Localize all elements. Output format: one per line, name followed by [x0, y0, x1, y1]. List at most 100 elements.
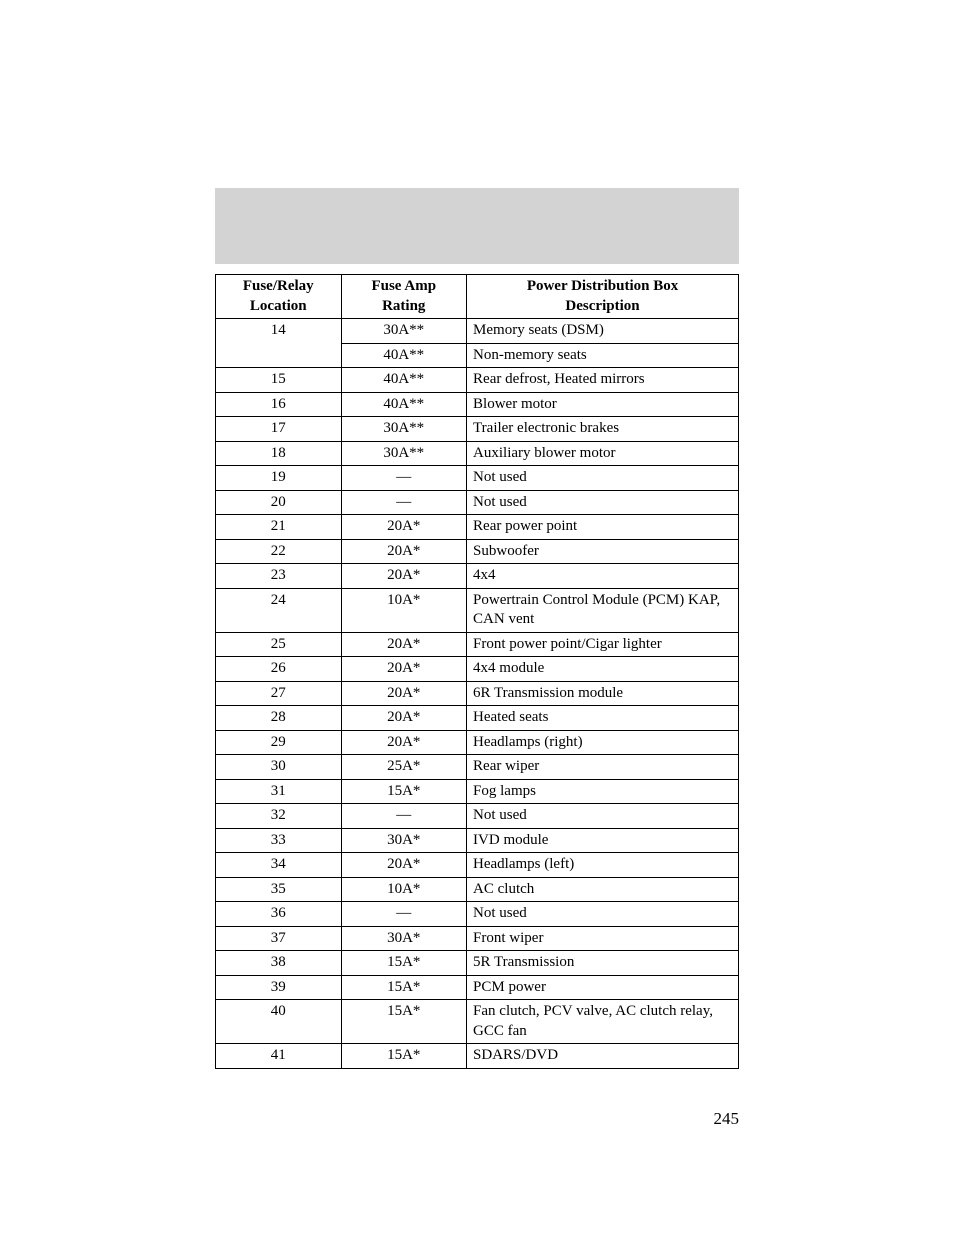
cell-description: Fog lamps	[467, 779, 739, 804]
document-page: Fuse/Relay Location Fuse Amp Rating Powe…	[0, 0, 954, 1129]
header-text: Location	[250, 298, 307, 314]
cell-location: 35	[216, 877, 342, 902]
cell-rating: 20A*	[341, 564, 467, 589]
cell-description: Front wiper	[467, 926, 739, 951]
cell-description: SDARS/DVD	[467, 1044, 739, 1069]
cell-description: Subwoofer	[467, 539, 739, 564]
table-header: Fuse/Relay Location Fuse Amp Rating Powe…	[216, 275, 739, 319]
table-row: 1430A**Memory seats (DSM)	[216, 319, 739, 344]
cell-description: Rear defrost, Heated mirrors	[467, 368, 739, 393]
cell-rating: 30A*	[341, 828, 467, 853]
cell-location: 37	[216, 926, 342, 951]
cell-rating: —	[341, 466, 467, 491]
cell-description: 4x4 module	[467, 657, 739, 682]
cell-location: 32	[216, 804, 342, 829]
cell-description: Memory seats (DSM)	[467, 319, 739, 344]
cell-location: 19	[216, 466, 342, 491]
table-row: 3420A*Headlamps (left)	[216, 853, 739, 878]
cell-description: IVD module	[467, 828, 739, 853]
cell-rating: —	[341, 490, 467, 515]
cell-location: 18	[216, 441, 342, 466]
table-row: 2820A*Heated seats	[216, 706, 739, 731]
cell-description: Not used	[467, 902, 739, 927]
cell-rating: 20A*	[341, 539, 467, 564]
cell-rating: 20A*	[341, 632, 467, 657]
cell-location: 34	[216, 853, 342, 878]
cell-rating: 20A*	[341, 853, 467, 878]
cell-description: Not used	[467, 466, 739, 491]
table-row: 1830A**Auxiliary blower motor	[216, 441, 739, 466]
table-row: 2720A*6R Transmission module	[216, 681, 739, 706]
cell-rating: 40A**	[341, 392, 467, 417]
cell-rating: —	[341, 804, 467, 829]
cell-location: 28	[216, 706, 342, 731]
table-row: 2920A*Headlamps (right)	[216, 730, 739, 755]
cell-description: AC clutch	[467, 877, 739, 902]
table-row: 2120A*Rear power point	[216, 515, 739, 540]
cell-location: 25	[216, 632, 342, 657]
column-header-description: Power Distribution Box Description	[467, 275, 739, 319]
cell-description: Powertrain Control Module (PCM) KAP, CAN…	[467, 588, 739, 632]
page-number: 245	[215, 1109, 739, 1129]
cell-location: 26	[216, 657, 342, 682]
table-row: 3115A*Fog lamps	[216, 779, 739, 804]
cell-location: 29	[216, 730, 342, 755]
cell-location: 17	[216, 417, 342, 442]
table-row: 2220A*Subwoofer	[216, 539, 739, 564]
cell-rating: 30A*	[341, 926, 467, 951]
cell-location: 24	[216, 588, 342, 632]
table-row: 3510A*AC clutch	[216, 877, 739, 902]
cell-rating: 40A**	[341, 368, 467, 393]
cell-rating: 30A**	[341, 417, 467, 442]
cell-location: 16	[216, 392, 342, 417]
cell-description: 4x4	[467, 564, 739, 589]
table-row: 3815A*5R Transmission	[216, 951, 739, 976]
cell-description: Trailer electronic brakes	[467, 417, 739, 442]
cell-rating: 20A*	[341, 681, 467, 706]
table-row: 1540A**Rear defrost, Heated mirrors	[216, 368, 739, 393]
cell-rating: 25A*	[341, 755, 467, 780]
cell-rating: 20A*	[341, 730, 467, 755]
cell-description: Fan clutch, PCV valve, AC clutch relay, …	[467, 1000, 739, 1044]
header-text: Fuse Amp	[371, 278, 436, 294]
cell-location: 39	[216, 975, 342, 1000]
cell-rating: 30A**	[341, 319, 467, 344]
cell-rating: 10A*	[341, 588, 467, 632]
table-row: 2410A*Powertrain Control Module (PCM) KA…	[216, 588, 739, 632]
cell-description: 5R Transmission	[467, 951, 739, 976]
table-row: 4015A*Fan clutch, PCV valve, AC clutch r…	[216, 1000, 739, 1044]
header-text: Rating	[382, 298, 425, 314]
cell-location: 14	[216, 319, 342, 368]
table-row: 32—Not used	[216, 804, 739, 829]
column-header-location: Fuse/Relay Location	[216, 275, 342, 319]
table-body: 1430A**Memory seats (DSM)40A**Non-memory…	[216, 319, 739, 1069]
cell-rating: 15A*	[341, 1000, 467, 1044]
cell-location: 33	[216, 828, 342, 853]
fuse-relay-table: Fuse/Relay Location Fuse Amp Rating Powe…	[215, 274, 739, 1069]
column-header-rating: Fuse Amp Rating	[341, 275, 467, 319]
header-text: Power Distribution Box	[527, 278, 678, 294]
header-bar	[215, 188, 739, 264]
cell-location: 31	[216, 779, 342, 804]
cell-location: 38	[216, 951, 342, 976]
cell-rating: 20A*	[341, 515, 467, 540]
cell-description: Auxiliary blower motor	[467, 441, 739, 466]
header-text: Fuse/Relay	[243, 278, 314, 294]
cell-rating: 30A**	[341, 441, 467, 466]
table-row: 1640A**Blower motor	[216, 392, 739, 417]
header-text: Description	[565, 298, 639, 314]
cell-location: 27	[216, 681, 342, 706]
cell-description: Rear power point	[467, 515, 739, 540]
cell-description: Headlamps (right)	[467, 730, 739, 755]
cell-location: 40	[216, 1000, 342, 1044]
cell-description: Not used	[467, 804, 739, 829]
cell-rating: 20A*	[341, 706, 467, 731]
table-row: 3730A*Front wiper	[216, 926, 739, 951]
cell-rating: 10A*	[341, 877, 467, 902]
cell-location: 20	[216, 490, 342, 515]
table-row: 2620A*4x4 module	[216, 657, 739, 682]
cell-location: 41	[216, 1044, 342, 1069]
cell-rating: 15A*	[341, 1044, 467, 1069]
cell-rating: 15A*	[341, 975, 467, 1000]
table-row: 2320A*4x4	[216, 564, 739, 589]
